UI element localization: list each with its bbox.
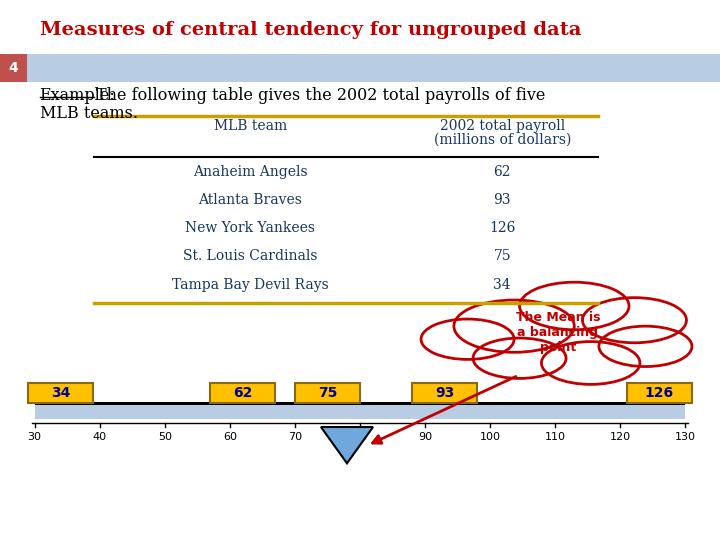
Text: St. Louis Cardinals: St. Louis Cardinals — [183, 249, 318, 264]
Text: 93: 93 — [435, 386, 454, 400]
Circle shape — [421, 319, 514, 360]
Text: 70: 70 — [288, 431, 302, 442]
Text: Measures of central tendency for ungrouped data: Measures of central tendency for ungroup… — [40, 21, 581, 38]
Text: (millions of dollars): (millions of dollars) — [433, 133, 571, 147]
Circle shape — [454, 300, 575, 352]
Text: 30: 30 — [27, 431, 42, 442]
Text: 62: 62 — [233, 386, 253, 400]
Text: 60: 60 — [223, 431, 237, 442]
Text: MLB teams.: MLB teams. — [40, 105, 138, 122]
FancyBboxPatch shape — [295, 382, 360, 403]
Text: 126: 126 — [489, 221, 516, 235]
Text: 2002 total payroll: 2002 total payroll — [440, 119, 564, 133]
Text: Atlanta Braves: Atlanta Braves — [198, 193, 302, 207]
FancyBboxPatch shape — [412, 382, 477, 403]
FancyBboxPatch shape — [28, 382, 93, 403]
Circle shape — [582, 298, 686, 343]
Text: MLB team: MLB team — [214, 119, 287, 133]
FancyBboxPatch shape — [210, 382, 275, 403]
Text: Tampa Bay Devil Rays: Tampa Bay Devil Rays — [172, 278, 328, 292]
Text: 34: 34 — [51, 386, 71, 400]
Text: 80: 80 — [353, 431, 367, 442]
Polygon shape — [321, 427, 373, 463]
Text: 110: 110 — [545, 431, 566, 442]
Circle shape — [520, 282, 629, 330]
Text: Anaheim Angels: Anaheim Angels — [193, 165, 307, 179]
Text: The Mean is
a balancing
point: The Mean is a balancing point — [516, 310, 600, 354]
Circle shape — [473, 338, 566, 379]
Text: 75: 75 — [493, 249, 511, 264]
Text: 4: 4 — [9, 61, 19, 75]
Text: New York Yankees: New York Yankees — [185, 221, 315, 235]
Text: 93: 93 — [493, 193, 511, 207]
Circle shape — [541, 342, 640, 384]
Bar — [35, 402, 685, 418]
Text: 34: 34 — [493, 278, 511, 292]
Text: 90: 90 — [418, 431, 432, 442]
Text: 126: 126 — [645, 386, 674, 400]
Text: 130: 130 — [675, 431, 696, 442]
Text: 75: 75 — [318, 386, 337, 400]
Text: 62: 62 — [493, 165, 511, 179]
Bar — [35, 402, 685, 406]
Text: 120: 120 — [610, 431, 631, 442]
FancyBboxPatch shape — [627, 382, 692, 403]
Circle shape — [599, 326, 692, 367]
Text: The following table gives the 2002 total payrolls of five: The following table gives the 2002 total… — [96, 87, 546, 104]
Text: 50: 50 — [158, 431, 172, 442]
Text: Example:: Example: — [40, 87, 115, 104]
Text: 100: 100 — [480, 431, 500, 442]
Text: 40: 40 — [93, 431, 107, 442]
